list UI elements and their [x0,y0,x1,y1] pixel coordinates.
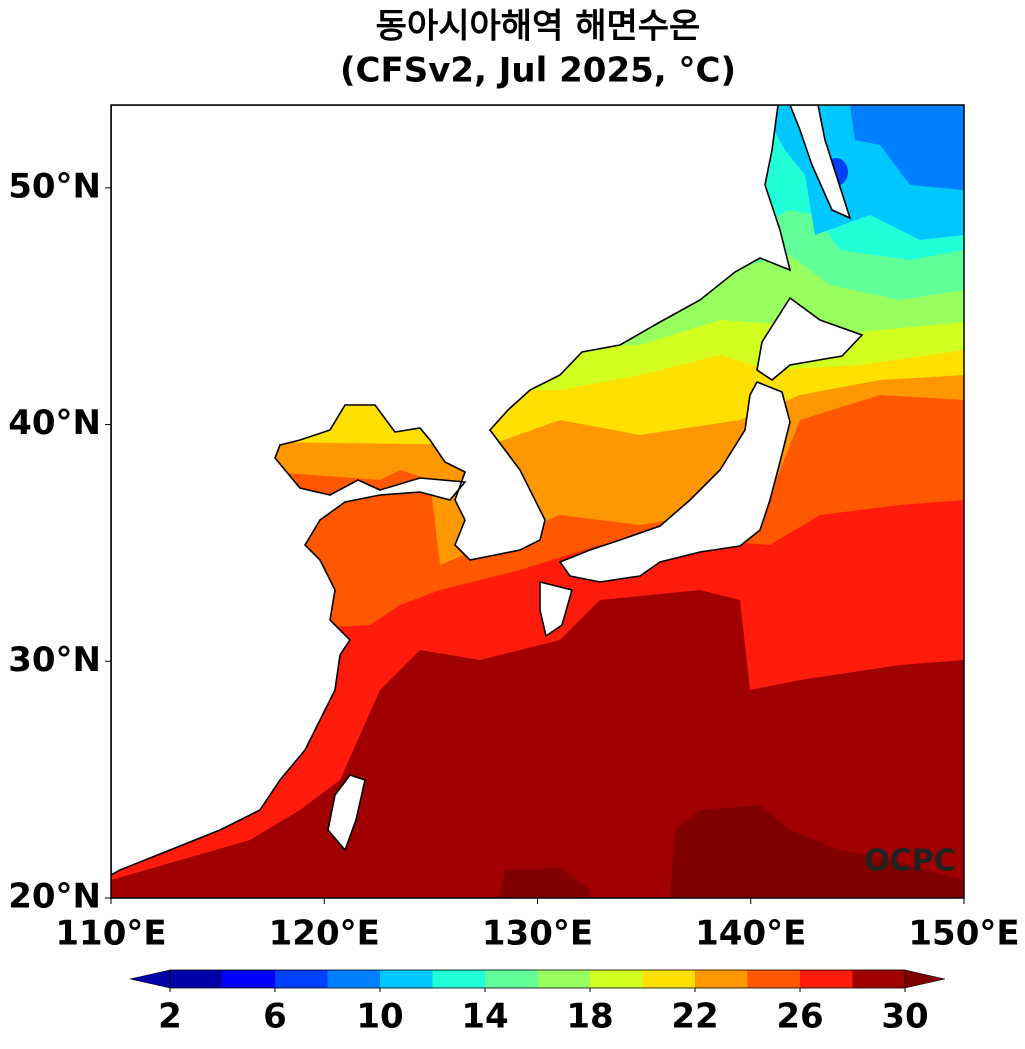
x-tick-label: 150°E [908,914,1019,954]
colorbar-tick-label: 18 [566,997,613,1037]
colorbar-segment [747,970,800,988]
colorbar-segment [432,970,485,988]
subtitle: (CFSv2, Jul 2025, °C) [340,51,736,91]
title: 동아시아해역 해면수온 [376,7,701,47]
colorbar-segment [800,970,853,988]
x-tick-label: 140°E [695,914,806,954]
colorbar-segment [170,970,223,988]
colorbar-segment [222,970,275,988]
colorbar-tick-label: 2 [158,997,182,1037]
colorbar-tick-label: 22 [671,997,718,1037]
colorbar-segment [642,970,695,988]
colorbar-segment [380,970,433,988]
sst-field [111,105,964,898]
x-tick-label: 130°E [482,914,593,954]
y-tick-label: 30°N [8,640,101,680]
colorbar-tick-label: 26 [776,997,823,1037]
credit: OCPC [864,844,956,879]
colorbar-segment [327,970,380,988]
colorbar-segment [590,970,643,988]
colorbar-segment [537,970,590,988]
colorbar-tick-label: 10 [356,997,403,1037]
colorbar-segment [852,970,905,988]
colorbar-segment [275,970,328,988]
colorbar-tick-label: 14 [461,997,508,1037]
x-tick-label: 120°E [269,914,380,954]
colorbar-frame [169,969,906,989]
colorbar-over [904,969,946,989]
colorbar-tick-label: 6 [263,997,287,1037]
y-tick-label: 50°N [8,166,101,206]
colorbar-segment [695,970,748,988]
y-tick-label: 20°N [8,877,101,917]
colorbar-segment [485,970,538,988]
y-tick-label: 40°N [8,403,101,443]
x-tick-label: 110°E [55,914,166,954]
colorbar-under [129,969,171,989]
colorbar-tick-label: 30 [881,997,928,1037]
